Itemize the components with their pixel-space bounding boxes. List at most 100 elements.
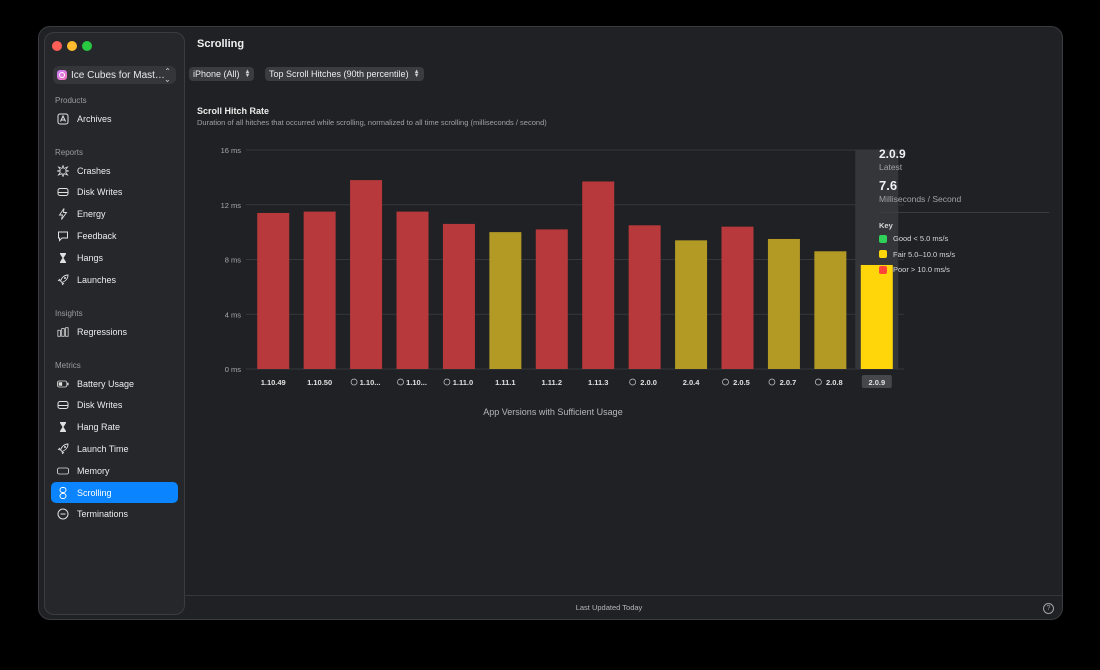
hourglass-icon (57, 252, 69, 264)
x-axis-title: App Versions with Sufficient Usage (483, 407, 623, 417)
sidebar-item-label: Crashes (77, 165, 111, 176)
archive-icon (57, 113, 69, 125)
y-tick-label: 4 ms (225, 310, 242, 319)
bar-1.10.49[interactable] (257, 212, 290, 369)
section-title-reports: Reports (55, 148, 84, 157)
y-tick-label: 12 ms (221, 201, 242, 210)
sidebar-item-battery-usage[interactable]: Battery Usage (51, 373, 178, 394)
sidebar-item-crashes[interactable]: Crashes (51, 160, 178, 181)
x-tick-label: 1.10... (360, 378, 381, 387)
x-tick-label: 1.11.1 (495, 378, 515, 387)
bar-1.11.2[interactable] (535, 229, 568, 369)
sidebar-item-memory[interactable]: Memory (51, 460, 178, 481)
bar-1.10...[interactable] (350, 180, 383, 369)
y-tick-label: 16 ms (221, 146, 242, 155)
bar-2.0.0[interactable] (628, 225, 661, 369)
rocket-icon (57, 274, 69, 286)
sidebar-item-label: Launch Time (77, 443, 129, 454)
sidebar-item-label: Hangs (77, 252, 104, 263)
sidebar-item-disk-writes[interactable]: Disk Writes (51, 395, 178, 416)
sidebar-item-label: Energy (77, 209, 106, 220)
x-tick-label: 1.11.0 (453, 378, 473, 387)
x-tick-label: 2.0.4 (683, 378, 701, 387)
bar-2.0.7[interactable] (767, 238, 800, 369)
bar-2.0.5[interactable] (721, 226, 754, 369)
sidebar-item-launches[interactable]: Launches (51, 269, 178, 290)
bar-2.0.9[interactable] (860, 264, 893, 369)
sidebar-item-label: Regressions (77, 326, 128, 337)
info-icon (629, 378, 636, 386)
hourglass-icon (57, 421, 69, 433)
metric-dropdown-label: Top Scroll Hitches (90th percentile) (269, 69, 409, 79)
regression-icon (57, 326, 69, 338)
latest-value-caption: Milliseconds / Second (879, 194, 962, 204)
x-tick-label: 2.0.5 (733, 378, 750, 387)
sidebar-item-scrolling[interactable]: Scrolling (51, 482, 178, 503)
sidebar-item-regressions[interactable]: Regressions (51, 321, 178, 342)
x-tick-label: 1.10.50 (307, 378, 332, 387)
scroll-icon (57, 486, 69, 499)
x-tick-label: 2.0.9 (868, 378, 885, 387)
metric-dropdown[interactable]: Top Scroll Hitches (90th percentile) ▲ ▼ (265, 67, 424, 81)
sidebar-item-label: Disk Writes (77, 400, 123, 411)
feedback-icon (57, 230, 69, 242)
sidebar-item-hangs[interactable]: Hangs (51, 247, 178, 268)
help-icon[interactable]: ? (1043, 603, 1054, 614)
sidebar-item-disk-writes[interactable]: Disk Writes (51, 182, 178, 203)
info-icon (815, 378, 822, 386)
latest-value: 7.6 (879, 178, 898, 193)
bar-2.0.4[interactable] (675, 240, 708, 369)
disk-icon (57, 186, 69, 198)
x-tick-label: 2.0.8 (826, 378, 843, 387)
sidebar-item-energy[interactable]: Energy (51, 204, 178, 225)
latest-version: 2.0.9 (879, 147, 906, 161)
sidebar-item-feedback[interactable]: Feedback (51, 225, 178, 246)
last-updated: Last Updated Today (575, 603, 643, 612)
page-title: Scrolling (197, 38, 245, 50)
sidebar-item-label: Battery Usage (77, 378, 135, 389)
sidebar-item-label: Archives (77, 113, 112, 124)
sidebar-item-label: Memory (77, 465, 110, 476)
bar-1.11.3[interactable] (582, 181, 615, 369)
divider (879, 212, 1049, 213)
bar-2.0.8[interactable] (814, 251, 847, 369)
sidebar-item-terminations[interactable]: Terminations (51, 504, 178, 525)
selected-label-badge (861, 375, 892, 388)
bar-1.10...[interactable] (396, 211, 429, 369)
memory-icon (57, 465, 69, 477)
app-selector[interactable]: Ice Cubes for Mast… ⌃ ⌃ (53, 66, 176, 84)
sidebar: Ice Cubes for Mast… ⌃ ⌃ Products Archives R… (44, 32, 185, 615)
info-icon (397, 378, 404, 386)
bar-1.10.50[interactable] (303, 211, 336, 369)
key-item: Fair 5.0–10.0 ms/s (879, 250, 955, 259)
chevron-updown-icon: ▲ ▼ (244, 69, 251, 79)
sidebar-item-launch-time[interactable]: Launch Time (51, 438, 178, 459)
app-icon (57, 70, 67, 80)
key-swatch (879, 250, 887, 258)
bar-1.11.1[interactable] (489, 232, 522, 369)
y-tick-label: 0 ms (225, 365, 242, 374)
battery-icon (57, 378, 69, 390)
x-tick-label: 1.10... (406, 378, 427, 387)
close-window-button[interactable] (52, 41, 62, 51)
key-title: Key (879, 221, 893, 230)
minimize-window-button[interactable] (67, 41, 77, 51)
footer: Last Updated Today ? (184, 595, 1062, 619)
sidebar-item-archives[interactable]: Archives (51, 108, 178, 129)
x-tick-label: 2.0.7 (780, 378, 797, 387)
x-tick-label: 2.0.0 (640, 378, 657, 387)
chart-title: Scroll Hitch Rate (197, 106, 270, 116)
device-dropdown[interactable]: iPhone (All) ▲ ▼ (189, 67, 255, 81)
key-item: Poor > 10.0 ms/s (879, 265, 950, 274)
bar-1.11.0[interactable] (442, 223, 475, 369)
key-item: Good < 5.0 ms/s (879, 234, 948, 243)
sidebar-item-hang-rate[interactable]: Hang Rate (51, 417, 178, 438)
sidebar-item-label: Hang Rate (77, 422, 121, 433)
app-window: Ice Cubes for Mast… ⌃ ⌃ Products Archives R… (38, 26, 1063, 620)
info-icon (722, 378, 729, 386)
zoom-window-button[interactable] (82, 41, 92, 51)
sidebar-item-label: Disk Writes (77, 187, 123, 198)
section-title-metrics: Metrics (55, 361, 81, 370)
crash-icon (57, 164, 69, 177)
rocket-icon (57, 443, 69, 455)
